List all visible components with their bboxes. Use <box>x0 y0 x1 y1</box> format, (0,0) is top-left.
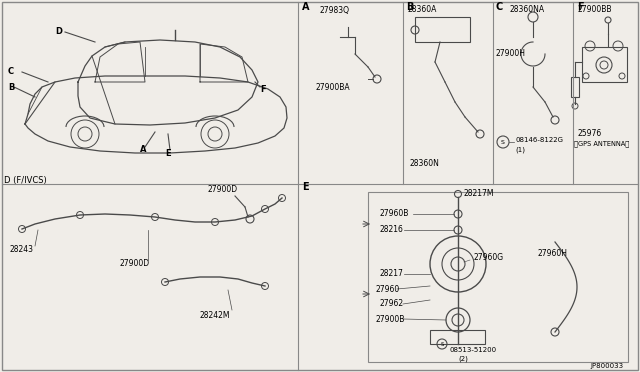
Text: C: C <box>496 2 503 12</box>
Text: 28243: 28243 <box>10 246 34 254</box>
Text: A: A <box>140 145 147 154</box>
Text: C: C <box>8 67 14 77</box>
Text: 27900D: 27900D <box>120 260 150 269</box>
Text: 28360A: 28360A <box>407 6 436 15</box>
Text: S: S <box>501 140 505 144</box>
Text: 28360NA: 28360NA <box>510 6 545 15</box>
Text: 〈GPS ANTENNA〉: 〈GPS ANTENNA〉 <box>574 141 629 147</box>
Text: B: B <box>8 83 14 92</box>
Text: A: A <box>302 2 310 12</box>
Text: E: E <box>165 148 171 157</box>
Text: 27960B: 27960B <box>380 209 410 218</box>
Text: 08146-8122G: 08146-8122G <box>515 137 563 143</box>
Text: (2): (2) <box>458 356 468 362</box>
Text: 28242M: 28242M <box>200 311 230 321</box>
Text: 27983Q: 27983Q <box>320 6 350 15</box>
Text: 27900D: 27900D <box>208 186 238 195</box>
Text: 27960: 27960 <box>375 285 399 294</box>
Bar <box>582 47 627 82</box>
Text: 27960G: 27960G <box>473 253 503 262</box>
Text: D (F/IVCS): D (F/IVCS) <box>4 176 47 185</box>
Text: F: F <box>260 86 266 94</box>
Bar <box>571 77 579 97</box>
Text: 28360N: 28360N <box>410 160 440 169</box>
Text: 25976: 25976 <box>578 129 602 138</box>
Bar <box>415 17 470 42</box>
Text: (1): (1) <box>515 147 525 153</box>
Text: F: F <box>577 2 584 12</box>
Text: S: S <box>440 341 444 346</box>
Text: 08513-51200: 08513-51200 <box>450 347 497 353</box>
Text: JP800033: JP800033 <box>590 363 623 369</box>
Text: D: D <box>55 28 62 36</box>
Text: 27962: 27962 <box>380 299 404 308</box>
Text: 27960H: 27960H <box>537 250 567 259</box>
Text: 27900BA: 27900BA <box>315 83 349 92</box>
Text: 27900H: 27900H <box>496 49 526 58</box>
Text: 27900B: 27900B <box>376 314 405 324</box>
Text: 28217: 28217 <box>380 269 404 279</box>
Bar <box>368 192 628 362</box>
Text: E: E <box>302 182 308 192</box>
Bar <box>430 330 485 344</box>
Text: 28216: 28216 <box>380 225 404 234</box>
Text: B: B <box>406 2 413 12</box>
Text: 27900BB: 27900BB <box>578 6 612 15</box>
Text: 28217M: 28217M <box>463 189 493 199</box>
